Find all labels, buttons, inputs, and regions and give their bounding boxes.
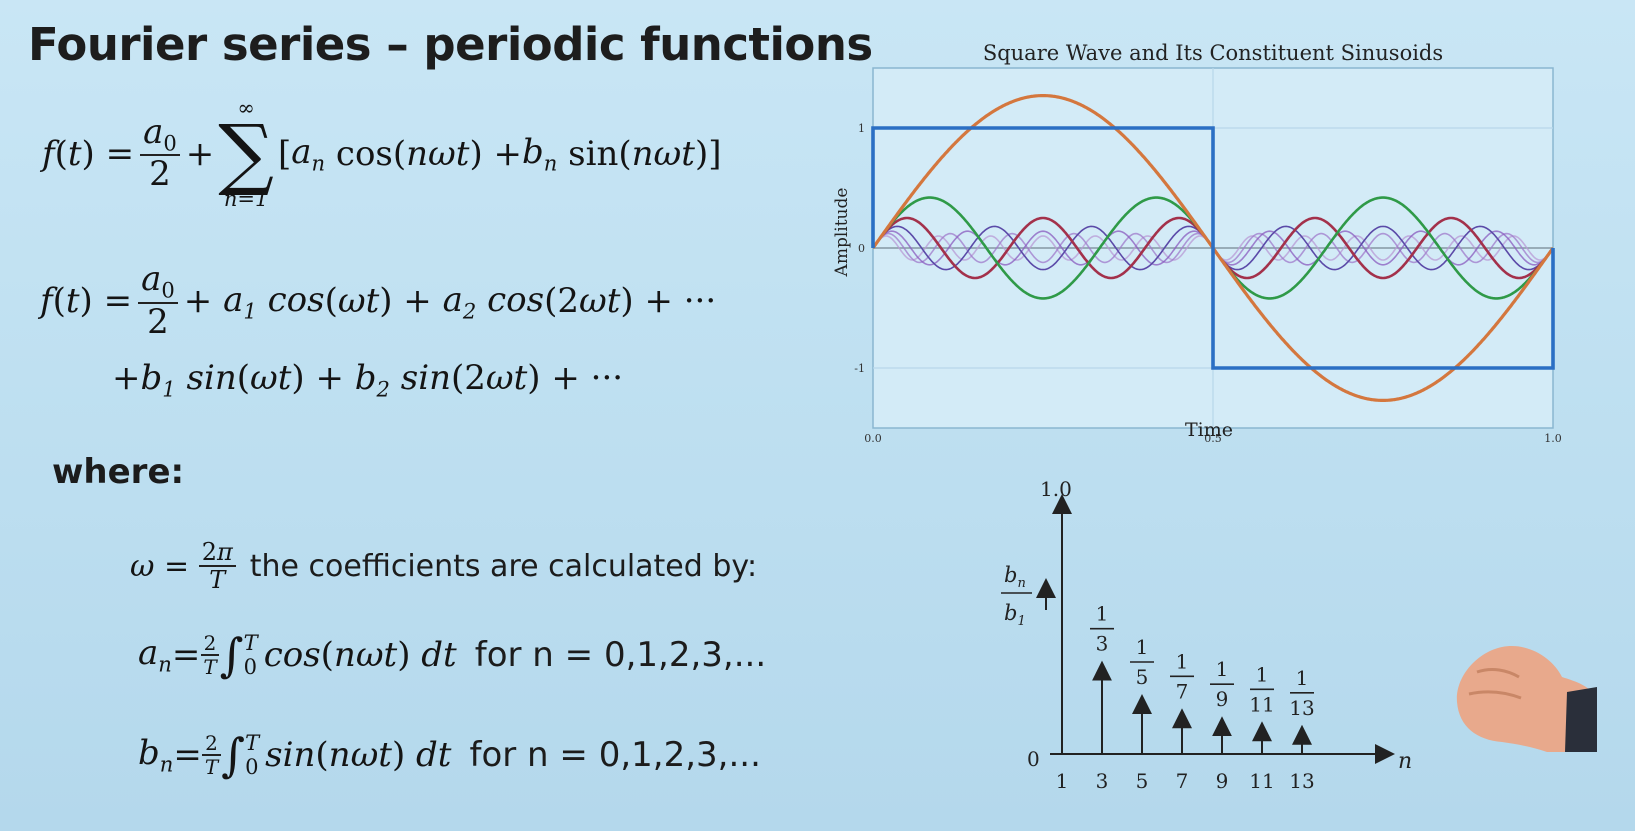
n-tick-label: 9 — [1216, 769, 1229, 793]
bar-label-numerator: 1 — [1096, 602, 1109, 626]
fourier-expansion-line-2: +b1 sin(ωt) + b2 sin(2ωt) + ··· — [112, 358, 624, 402]
where-label: where: — [52, 452, 185, 492]
fourier-series-equation: f(t) = a0 2 + ∞ ∑ n=1 [an cos(nωt) + bn sin… — [42, 96, 722, 212]
chart-title: Square Wave and Its Constituent Sinusoid… — [983, 41, 1443, 65]
bar-label-denominator: 11 — [1249, 692, 1274, 716]
bar-label-denominator: 13 — [1289, 696, 1314, 720]
slide-title: Fourier series – periodic functions — [28, 18, 873, 71]
bar-label-denominator: 5 — [1136, 665, 1149, 689]
n-tick-label: 1 — [1056, 769, 1069, 793]
n-tick-label: 13 — [1289, 769, 1314, 793]
n-tick-label: 5 — [1136, 769, 1149, 793]
bar-label-numerator: 1 — [1216, 657, 1229, 681]
bar-label-numerator: 1 — [1256, 662, 1269, 686]
x-tick-label: 1.0 — [1544, 432, 1562, 445]
spectrum-zero-label: 0 — [1027, 747, 1040, 771]
spectrum-top-label: 1.0 — [1040, 477, 1072, 501]
x-axis-label: Time — [1185, 419, 1233, 441]
bar-label-numerator: 1 — [1136, 635, 1149, 659]
n-tick-label: 3 — [1096, 769, 1109, 793]
y-tick-label: 0 — [858, 242, 865, 255]
fourier-expansion-line-1: f(t) = a0 2 + a1 cos(ωt) + a2 cos (2 ωt) + … — [40, 259, 717, 342]
x-tick-label: 0.5 — [1204, 432, 1222, 445]
bar-label-denominator: 3 — [1096, 632, 1109, 656]
n-tick-label: 7 — [1176, 769, 1189, 793]
y-axis-label: Amplitude — [832, 188, 852, 278]
an-range: for n = 0,1,2,3,... — [474, 635, 767, 675]
square-wave-chart: 1 0 -1 0.0 0.5 1.0 Square Wave and Its Consti… — [832, 41, 1562, 445]
square-wave-series — [871, 126, 1555, 370]
svg-text:bn: bn — [1004, 563, 1026, 591]
bn-range: for n = 0,1,2,3,... — [469, 735, 761, 775]
n-tick-label: 11 — [1249, 769, 1274, 793]
omega-definition: ω = 2π T the coefficients are calculated … — [130, 538, 758, 595]
spectrum-x-label: n — [1398, 749, 1412, 774]
x-tick-label: 0.0 — [864, 432, 882, 445]
bar-label-numerator: 1 — [1176, 649, 1189, 673]
coefficients-text: the coefficients are calculated by: — [249, 549, 758, 585]
bar-label-denominator: 9 — [1216, 687, 1229, 711]
svg-text:b1: b1 — [1004, 601, 1026, 629]
y-tick-label: -1 — [854, 362, 865, 375]
presenter-hand — [1456, 646, 1597, 752]
bar-label-numerator: 1 — [1296, 666, 1309, 690]
y-tick-label: 1 — [858, 122, 865, 135]
bar-label-denominator: 7 — [1176, 679, 1189, 703]
bn-over-b1-label: bn b1 — [1001, 563, 1056, 629]
